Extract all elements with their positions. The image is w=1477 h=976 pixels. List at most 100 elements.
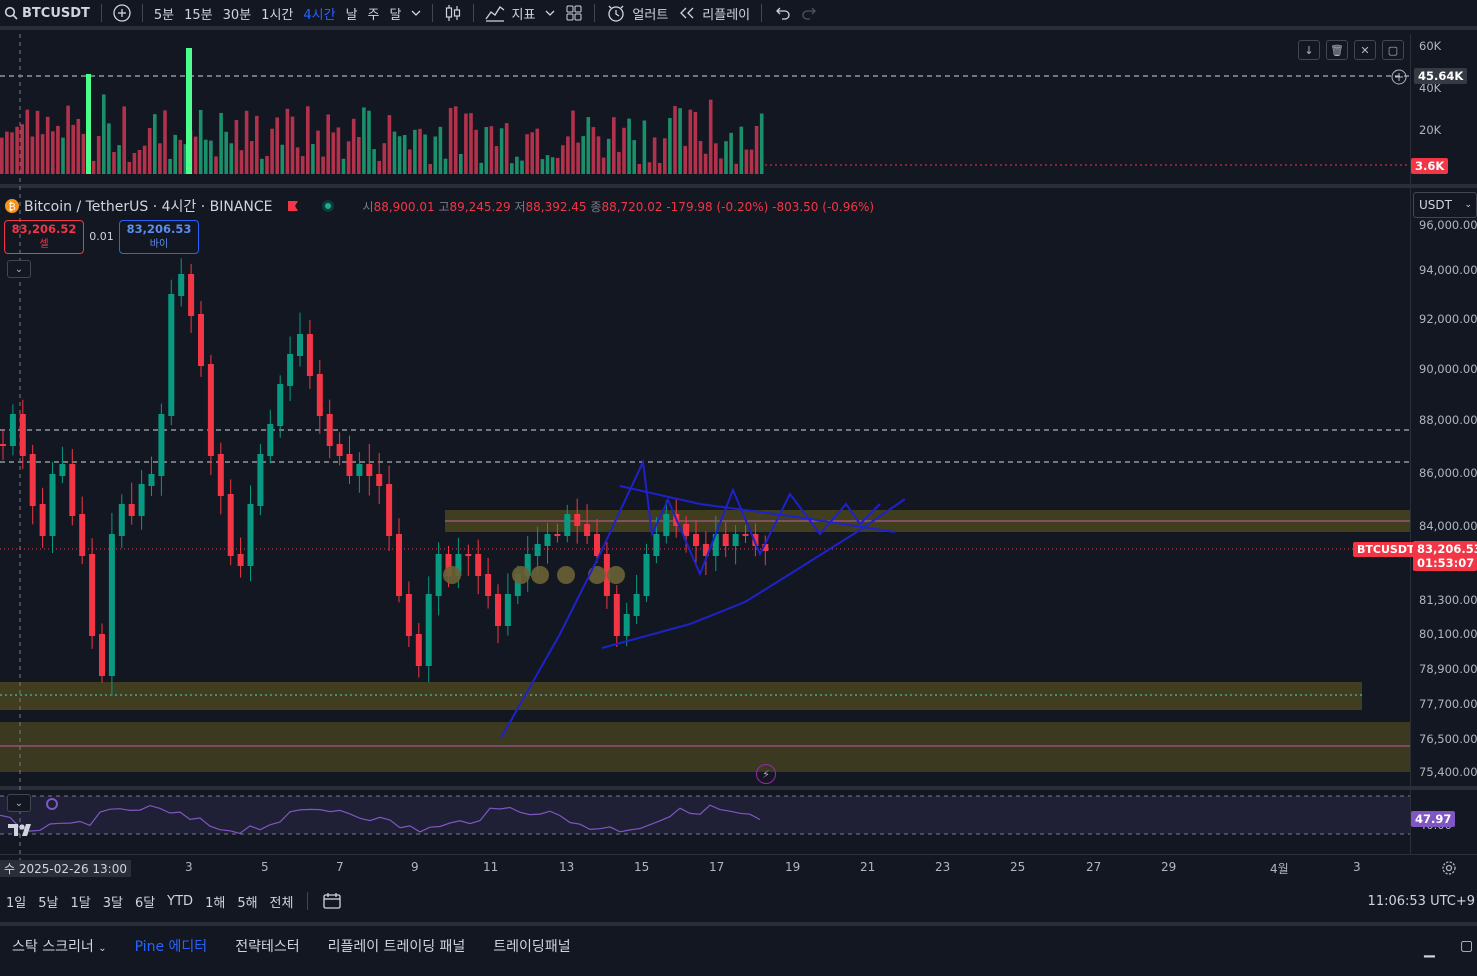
- volume-bar: [132, 152, 137, 174]
- time-axis-label: 23: [935, 860, 951, 874]
- volume-bar: [530, 132, 534, 174]
- gear-icon[interactable]: [1441, 860, 1457, 876]
- interval-30m[interactable]: 30분: [222, 7, 252, 23]
- volume-bar: [617, 151, 621, 174]
- svg-text:₿: ₿: [8, 201, 15, 213]
- collapse-pane-icon[interactable]: ✕: [1354, 40, 1376, 60]
- buy-button[interactable]: 83,206.53 바이: [119, 220, 199, 254]
- chart-type-button[interactable]: [439, 0, 467, 26]
- symbol-price-tag: BTCUSDT: [1353, 542, 1419, 557]
- lightning-icon[interactable]: ⚡: [756, 764, 776, 784]
- minimize-icon[interactable]: ▁: [1424, 942, 1435, 958]
- buy-label: 바이: [149, 239, 169, 250]
- candle: [554, 534, 561, 536]
- volume-bar: [377, 160, 381, 174]
- price-axis-label: 78,900.00: [1419, 662, 1477, 676]
- compare-symbol-button[interactable]: [108, 0, 136, 26]
- time-axis-border: [0, 854, 1477, 855]
- add-plus-icon[interactable]: [1391, 69, 1407, 85]
- refresh-icon[interactable]: [44, 796, 60, 812]
- volume-bar: [540, 159, 545, 174]
- volume-bar: [290, 116, 295, 174]
- volume-bar: [86, 74, 91, 174]
- clock[interactable]: 11:06:53 UTC+9: [1367, 893, 1475, 909]
- volume-bar: [346, 141, 351, 174]
- chart-canvas[interactable]: [0, 34, 1477, 880]
- volume-bar: [438, 126, 443, 174]
- range-5d[interactable]: 5날: [38, 895, 59, 911]
- volume-bar: [647, 162, 652, 174]
- symbol-search[interactable]: BTCUSDT: [0, 0, 95, 26]
- range-5y[interactable]: 5해: [237, 895, 258, 911]
- range-6m[interactable]: 6달: [134, 895, 156, 911]
- sell-label: 셀: [39, 239, 49, 250]
- range-1d[interactable]: 1일: [6, 895, 27, 911]
- price-axis-label: 94,000.00: [1419, 263, 1477, 277]
- alarm-clock-icon: [606, 3, 626, 23]
- volume-bar: [367, 110, 371, 174]
- indicator-templates-button[interactable]: [540, 0, 560, 26]
- move-down-icon[interactable]: ↓: [1298, 40, 1320, 60]
- volume-bar: [186, 48, 192, 174]
- volume-bar: [566, 136, 570, 174]
- chart-area[interactable]: ↓ 🗑 ✕ ▢ 60K 40K 20K 45.64K 3.6K ₿ Bitcoi…: [0, 34, 1477, 880]
- indicators-button[interactable]: 지표: [480, 0, 540, 26]
- undo-button[interactable]: [768, 0, 796, 26]
- interval-day[interactable]: 날: [345, 7, 358, 23]
- redo-button[interactable]: [796, 0, 824, 26]
- maximize-icon[interactable]: ▢: [1460, 938, 1474, 954]
- interval-4h[interactable]: 4시간: [303, 7, 336, 23]
- interval-dropdown-button[interactable]: [406, 0, 426, 26]
- divider: [473, 4, 475, 22]
- rsi-collapse-button[interactable]: ⌄: [7, 794, 31, 812]
- volume-bar: [453, 106, 458, 174]
- trash-icon[interactable]: 🗑: [1326, 40, 1348, 60]
- interval-week[interactable]: 주: [367, 7, 380, 23]
- maximize-pane-icon[interactable]: ▢: [1382, 40, 1404, 60]
- volume-bar: [418, 128, 422, 174]
- date-range-button[interactable]: [316, 892, 348, 910]
- tab-strategy-tester[interactable]: 전략테스터: [235, 939, 300, 955]
- range-ytd[interactable]: YTD: [167, 893, 194, 909]
- flag-icon[interactable]: [287, 200, 299, 212]
- interval-1h[interactable]: 1시간: [261, 7, 294, 23]
- volume-bar: [749, 149, 754, 174]
- volume-bar: [469, 113, 473, 174]
- replay-button[interactable]: 리플레이: [673, 0, 755, 26]
- alert-button[interactable]: 얼러트: [601, 0, 673, 26]
- volume-last-label: 3.6K: [1411, 158, 1449, 174]
- tab-stock-screener[interactable]: 스탁 스크리너 ⌄: [0, 936, 123, 956]
- interval-5m[interactable]: 5분: [153, 7, 175, 23]
- range-3m[interactable]: 3달: [102, 895, 123, 911]
- current-price: 83,206.53: [1417, 542, 1477, 556]
- candle: [39, 504, 46, 536]
- range-1m[interactable]: 1달: [70, 895, 91, 911]
- volume-bar: [137, 150, 142, 174]
- candle: [613, 594, 620, 636]
- volume-bar: [142, 145, 147, 174]
- range-1y[interactable]: 1해: [205, 895, 226, 911]
- time-axis-label: 29: [1161, 860, 1177, 874]
- volume-bar: [693, 111, 698, 174]
- layout-button[interactable]: [560, 0, 588, 26]
- interval-month[interactable]: 달: [389, 7, 402, 23]
- sell-button[interactable]: 83,206.52 셀: [4, 220, 84, 254]
- tab-replay-trading-panel[interactable]: 리플레이 트레이딩 패널: [327, 939, 466, 955]
- volume-bar: [147, 128, 152, 174]
- volume-bar: [20, 124, 24, 174]
- interval-15m[interactable]: 15분: [184, 7, 213, 23]
- quantity-value[interactable]: 0.01: [89, 230, 114, 243]
- volume-bar: [163, 110, 167, 174]
- volume-bar: [280, 144, 285, 174]
- high-value: 89,245.29: [449, 199, 511, 214]
- range-all[interactable]: 전체: [269, 895, 294, 911]
- candle: [59, 464, 66, 476]
- volume-bar: [295, 147, 300, 174]
- tab-pine-editor[interactable]: Pine 에디터: [134, 939, 208, 955]
- legend-collapse-button[interactable]: ⌄: [7, 260, 31, 278]
- tab-trading-panel[interactable]: 트레이딩패널: [493, 939, 571, 955]
- candle: [9, 414, 16, 446]
- divider: [432, 4, 434, 22]
- time-axis-label: 25: [1010, 860, 1026, 874]
- currency-select[interactable]: USDT ⌄: [1413, 192, 1477, 218]
